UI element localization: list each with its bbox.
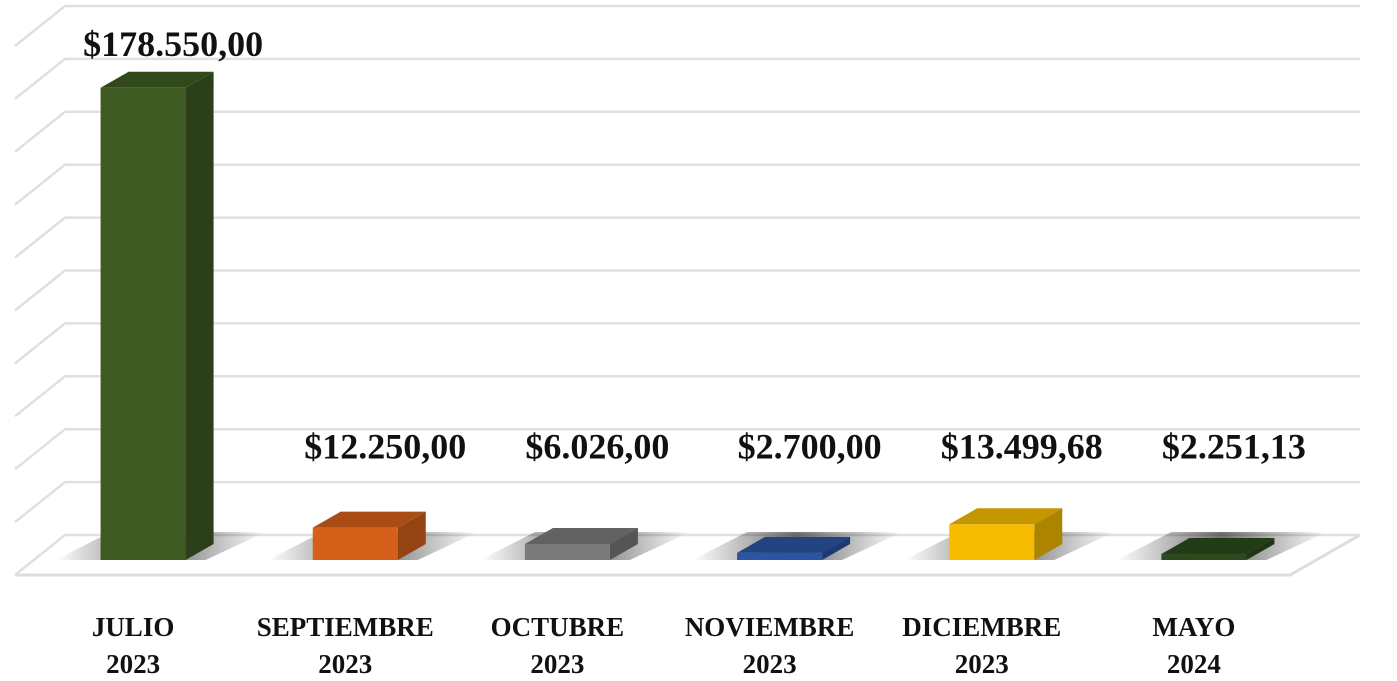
x-tick-label: SEPTIEMBRE <box>257 612 434 642</box>
bar-top <box>312 511 426 528</box>
x-tick-label: MAYO <box>1152 612 1235 642</box>
value-label: $178.550,00 <box>83 24 263 64</box>
grid-line <box>14 163 1360 206</box>
x-tick-label: DICIEMBRE <box>902 612 1061 642</box>
value-label: $2.700,00 <box>738 426 882 466</box>
grid-line <box>14 533 1360 576</box>
bar-front <box>949 524 1035 560</box>
bar-front <box>100 87 186 560</box>
x-tick-label: 2023 <box>530 649 584 679</box>
grid-line <box>14 480 1360 524</box>
x-tick-label: JULIO <box>92 612 175 642</box>
bar <box>524 528 638 560</box>
grid-line <box>14 216 1360 259</box>
x-tick-label: 2023 <box>318 649 372 679</box>
bar-side <box>609 528 638 560</box>
bar-side <box>822 536 851 560</box>
bar-top <box>737 536 851 553</box>
bars <box>55 71 1327 560</box>
bar-top <box>524 528 638 545</box>
grid-line <box>14 375 1360 418</box>
x-tick-label: NOVIEMBRE <box>685 612 855 642</box>
bar <box>312 511 426 560</box>
bar-front <box>1161 554 1247 560</box>
grid-line <box>14 57 1360 100</box>
bar <box>737 536 851 560</box>
bar-front <box>737 552 823 560</box>
bar-side <box>1246 538 1275 560</box>
bar-top <box>949 508 1063 525</box>
bar-front <box>312 527 398 560</box>
x-tick-label: 2023 <box>743 649 797 679</box>
grid-line <box>14 322 1360 365</box>
grid <box>14 4 1360 576</box>
x-tick-label: 2023 <box>106 649 160 679</box>
bar-side <box>1034 508 1063 560</box>
value-label: $6.026,00 <box>525 426 669 466</box>
grid-line <box>14 427 1360 471</box>
bar-top <box>100 71 214 88</box>
value-label: $12.250,00 <box>304 426 466 466</box>
bar-side <box>397 511 426 560</box>
x-tick-label: 2023 <box>955 649 1009 679</box>
grid-line <box>14 4 1360 47</box>
bar <box>949 508 1063 560</box>
bar-top <box>1161 538 1275 555</box>
floor-edge <box>15 533 1361 577</box>
bar-front <box>524 544 610 560</box>
bar <box>1161 538 1275 560</box>
grid-line <box>14 269 1360 312</box>
grid-line <box>14 110 1360 153</box>
bar <box>100 71 214 560</box>
x-tick-label: OCTUBRE <box>491 612 625 642</box>
x-tick-label: 2024 <box>1167 649 1221 679</box>
value-label: $2.251,13 <box>1162 426 1306 466</box>
value-label: $13.499,68 <box>941 426 1103 466</box>
bar-side <box>185 71 214 560</box>
